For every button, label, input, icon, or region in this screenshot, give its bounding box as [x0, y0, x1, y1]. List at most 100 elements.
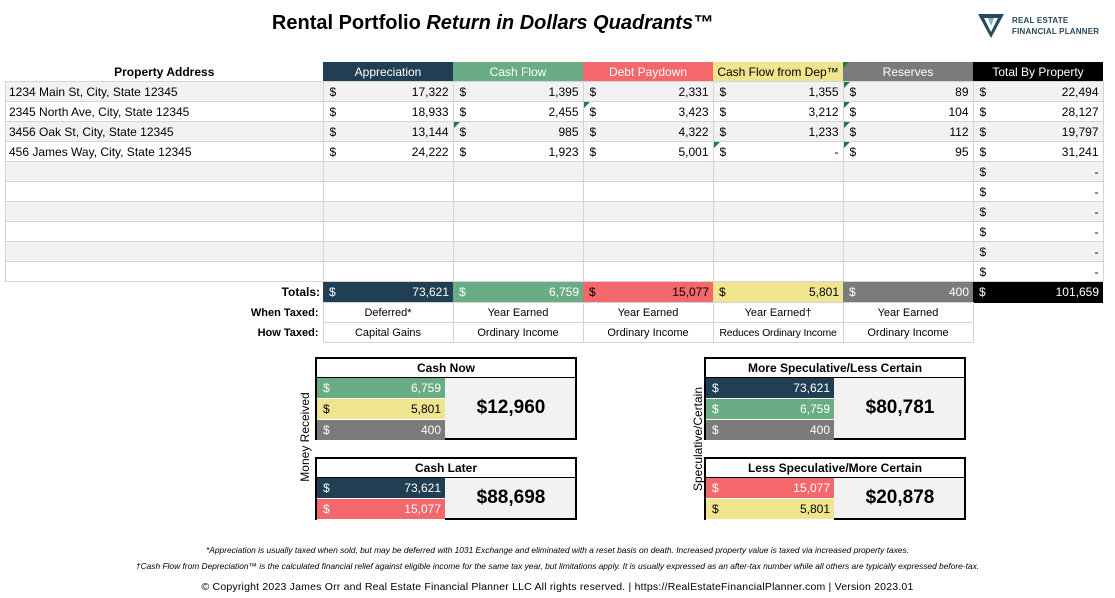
- appreciation-cell: $17,322: [322, 81, 454, 102]
- cash-flow-dep-cell: $3,212: [712, 101, 844, 122]
- debt-paydown-cell: $2,331: [582, 81, 714, 102]
- header-appreciation: Appreciation: [323, 62, 453, 82]
- appreciation-cell: [322, 201, 454, 222]
- when-taxed-cash-flow-dep: Year Earned†: [712, 302, 844, 323]
- cash-flow-dep-cell: [712, 201, 844, 222]
- property-address-cell: [5, 181, 324, 202]
- cash-flow-dep-cell: [712, 221, 844, 242]
- appreciation-cell: [322, 161, 454, 182]
- speculative-certain-axis-label: Speculative/Certain: [691, 386, 705, 492]
- header-property-address: Property Address: [114, 64, 215, 79]
- more-speculative-appreciation: $73,621: [706, 378, 834, 399]
- header-debt-paydown: Debt Paydown: [583, 62, 713, 82]
- reserves-cell: $104: [842, 101, 974, 122]
- total-cell: $ -: [972, 261, 1104, 282]
- table-row: $ -: [5, 221, 1104, 242]
- total-appreciation: $73,621: [323, 281, 453, 303]
- reserves-cell: [842, 201, 974, 222]
- property-address-cell: [5, 221, 324, 242]
- totals-label: Totals:: [281, 285, 320, 300]
- cash-now-quadrant: Cash Now $6,759 $5,801 $400 $12,960: [315, 357, 577, 441]
- table-row: $ -: [5, 261, 1104, 282]
- footnote-depreciation: †Cash Flow from Depreciation™ is the cal…: [135, 561, 980, 571]
- total-cell: $ -: [972, 161, 1104, 182]
- property-address-cell: 456 James Way, City, State 12345: [5, 141, 324, 162]
- property-address-cell: 1234 Main St, City, State 12345: [5, 81, 324, 102]
- less-speculative-total: $20,878: [865, 487, 935, 508]
- total-cash-flow-dep: $5,801: [713, 281, 843, 303]
- table-row: 1234 Main St, City, State 12345 $17,322 $1…: [5, 81, 1104, 102]
- total-cell: $31,241: [972, 141, 1104, 162]
- appreciation-cell: [322, 181, 454, 202]
- how-taxed-debt-paydown: Ordinary Income: [582, 322, 714, 343]
- cash-flow-cell: $1,395: [452, 81, 584, 102]
- total-grand: $101,659: [973, 281, 1103, 303]
- header-cash-flow: Cash Flow: [453, 62, 583, 82]
- debt-paydown-cell: [582, 221, 714, 242]
- property-address-cell: [5, 201, 324, 222]
- table-row: $ -: [5, 241, 1104, 262]
- cash-now-reserves: $400: [317, 420, 445, 441]
- total-reserves: $400: [843, 281, 973, 303]
- reserves-cell: [842, 181, 974, 202]
- header-cash-flow-dep: Cash Flow from Dep™: [713, 62, 843, 82]
- debt-paydown-cell: [582, 161, 714, 182]
- cash-flow-dep-cell: [712, 261, 844, 282]
- total-debt-paydown: $15,077: [583, 281, 713, 303]
- appreciation-cell: [322, 261, 454, 282]
- how-taxed-reserves: Ordinary Income: [842, 322, 974, 343]
- cash-now-cash-flow: $6,759: [317, 378, 445, 399]
- cash-later-appreciation: $73,621: [317, 478, 445, 499]
- cash-later-debt-paydown: $15,077: [317, 499, 445, 520]
- reserves-cell: $89: [842, 81, 974, 102]
- total-cell: $ -: [972, 221, 1104, 242]
- total-cell: $19,797: [972, 121, 1104, 142]
- header-reserves: Reserves: [843, 62, 973, 82]
- debt-paydown-cell: [582, 181, 714, 202]
- total-cell: $28,127: [972, 101, 1104, 122]
- table-row: $ -: [5, 181, 1104, 202]
- more-speculative-reserves: $400: [706, 420, 834, 441]
- cash-flow-cell: $985: [452, 121, 584, 142]
- reserves-cell: $112: [842, 121, 974, 142]
- cash-flow-cell: [452, 241, 584, 262]
- appreciation-cell: [322, 221, 454, 242]
- when-taxed-row: When Taxed: Deferred* Year Earned Year E…: [6, 302, 1104, 323]
- cash-flow-cell: [452, 221, 584, 242]
- cash-later-title: Cash Later: [317, 459, 575, 478]
- total-cell: $ -: [972, 241, 1104, 262]
- debt-paydown-cell: [582, 201, 714, 222]
- debt-paydown-cell: [582, 261, 714, 282]
- table-header-row: Property Address Appreciation Cash Flow …: [6, 62, 1103, 82]
- appreciation-cell: $24,222: [322, 141, 454, 162]
- table-row: $ -: [5, 161, 1104, 182]
- reserves-cell: [842, 221, 974, 242]
- total-cell: $ -: [972, 181, 1104, 202]
- appreciation-cell: [322, 241, 454, 262]
- cash-flow-dep-cell: [712, 161, 844, 182]
- logo-mark-icon: [978, 14, 1004, 38]
- table-row: 3456 Oak St, City, State 12345 $13,144 $98…: [5, 121, 1104, 142]
- property-address-cell: [5, 261, 324, 282]
- portfolio-table: Property Address Appreciation Cash Flow …: [5, 62, 1104, 343]
- how-taxed-cash-flow: Ordinary Income: [452, 322, 584, 343]
- total-cell: $22,494: [972, 81, 1104, 102]
- table-row: $ -: [5, 201, 1104, 222]
- less-speculative-title: Less Speculative/More Certain: [706, 459, 964, 478]
- when-taxed-reserves: Year Earned: [842, 302, 974, 323]
- cash-flow-dep-cell: [712, 241, 844, 262]
- less-speculative-debt-paydown: $15,077: [706, 478, 834, 499]
- table-row: 2345 North Ave, City, State 12345 $18,933…: [5, 101, 1104, 122]
- reserves-cell: [842, 241, 974, 262]
- how-taxed-label: How Taxed:: [257, 326, 319, 339]
- cash-flow-dep-cell: [712, 181, 844, 202]
- cash-now-title: Cash Now: [317, 359, 575, 378]
- when-taxed-label: When Taxed:: [250, 306, 319, 319]
- cash-later-total: $88,698: [476, 487, 546, 508]
- reserves-cell: [842, 261, 974, 282]
- how-taxed-appreciation: Capital Gains: [322, 322, 454, 343]
- debt-paydown-cell: $3,423: [582, 101, 714, 122]
- debt-paydown-cell: $4,322: [582, 121, 714, 142]
- less-speculative-cash-flow-dep: $5,801: [706, 499, 834, 520]
- how-taxed-cash-flow-dep: Reduces Ordinary Income: [712, 322, 844, 343]
